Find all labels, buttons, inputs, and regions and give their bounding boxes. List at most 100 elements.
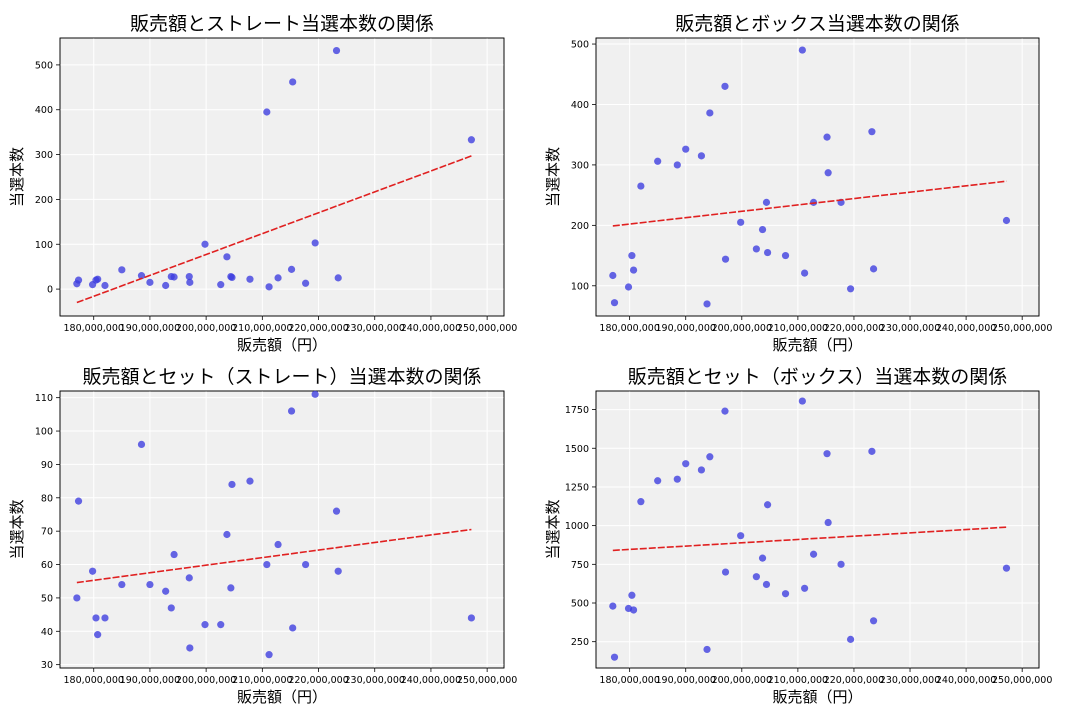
data-point [682, 145, 690, 153]
data-point [697, 466, 706, 474]
data-point [73, 594, 81, 602]
data-point [186, 278, 194, 286]
y-tick-label: 0 [47, 285, 53, 296]
data-point [228, 273, 236, 282]
data-point [737, 218, 745, 226]
x-tick-label: 230,000,000 [345, 675, 405, 686]
data-point [837, 560, 845, 568]
trend-line [612, 526, 1007, 552]
x-tick-label: 210,000,000 [232, 675, 292, 686]
data-point [94, 631, 102, 639]
x-tick-label: 240,000,000 [401, 323, 461, 334]
data-point [801, 269, 809, 277]
y-tick-label: 1250 [565, 482, 589, 493]
data-point [74, 497, 83, 505]
y-tick-label: 400 [35, 105, 53, 116]
x-tick-label: 180,000,000 [64, 675, 124, 686]
y-axis-label: 当選本数 [8, 499, 26, 559]
data-point [823, 133, 831, 141]
data-point [227, 584, 235, 592]
plot-border [59, 390, 505, 669]
data-point [101, 281, 109, 290]
y-axis-label: 当選本数 [544, 147, 562, 207]
data-point [311, 239, 319, 247]
data-point [752, 245, 760, 253]
data-point [170, 273, 178, 281]
data-point [706, 453, 714, 461]
plot-border [59, 37, 505, 317]
x-tick-label: 200,000,000 [176, 323, 236, 334]
y-axis-label: 当選本数 [544, 499, 562, 559]
x-tick-label: 250,000,000 [457, 323, 517, 334]
data-point [223, 530, 231, 539]
data-point [654, 477, 662, 485]
y-tick-label: 1750 [565, 405, 589, 416]
data-point [703, 645, 711, 654]
y-tick-label: 200 [35, 195, 53, 206]
data-point [302, 279, 310, 287]
data-point [162, 281, 170, 290]
data-point [628, 251, 636, 260]
y-tick-label: 90 [41, 460, 53, 471]
data-point [88, 567, 97, 575]
x-tick-label: 250,000,000 [992, 323, 1052, 334]
data-point [246, 275, 254, 283]
data-point [146, 278, 154, 286]
data-point [302, 560, 310, 569]
data-point [118, 580, 126, 589]
data-point [682, 460, 690, 468]
x-tick-label: 190,000,000 [120, 323, 180, 334]
data-point [809, 550, 818, 558]
x-tick-label: 180,000,000 [599, 323, 659, 334]
x-tick-label: 200,000,000 [712, 675, 772, 686]
data-point [763, 248, 772, 257]
chart-title: 販売額とボックス当選本数の関係 [675, 13, 959, 35]
data-point [467, 614, 476, 622]
data-point [721, 255, 730, 263]
y-tick-label: 110 [35, 393, 53, 404]
data-point [246, 477, 254, 485]
data-point [798, 46, 806, 54]
data-point [201, 621, 209, 629]
chart-title: 販売額とセット（ストレート）当選本数の関係 [82, 366, 481, 388]
data-point [758, 225, 767, 234]
chart-title: 販売額とストレート当選本数の関係 [130, 13, 434, 35]
data-point [137, 440, 146, 448]
plot-area [59, 37, 505, 317]
data-point [467, 136, 476, 144]
data-point [697, 152, 706, 160]
data-point [824, 169, 832, 177]
x-tick-label: 240,000,000 [936, 323, 996, 334]
data-point [609, 602, 617, 610]
x-tick-label: 200,000,000 [712, 323, 772, 334]
x-tick-label: 210,000,000 [232, 323, 292, 334]
x-tick-label: 190,000,000 [656, 323, 716, 334]
x-tick-label: 230,000,000 [880, 323, 940, 334]
data-point [274, 540, 282, 549]
data-point [721, 568, 730, 576]
data-point [846, 635, 855, 643]
data-point [332, 507, 341, 515]
data-point [332, 46, 341, 55]
x-axis-label: 販売額（円） [237, 688, 327, 706]
data-point [334, 567, 342, 575]
y-tick-label: 1000 [565, 521, 589, 532]
y-tick-label: 300 [571, 160, 589, 171]
data-point [673, 161, 681, 169]
x-tick-label: 220,000,000 [824, 675, 884, 686]
data-point [721, 82, 729, 90]
data-point [629, 606, 638, 614]
x-tick-label: 180,000,000 [64, 323, 124, 334]
y-tick-label: 750 [571, 560, 589, 571]
y-tick-label: 300 [35, 150, 53, 161]
data-point [334, 274, 342, 282]
data-point [703, 300, 711, 308]
y-tick-label: 100 [35, 240, 53, 251]
data-point [762, 580, 771, 589]
data-point [721, 407, 729, 415]
data-point [654, 157, 662, 165]
y-tick-label: 80 [41, 493, 53, 504]
data-point [265, 283, 273, 291]
data-point [824, 518, 832, 527]
